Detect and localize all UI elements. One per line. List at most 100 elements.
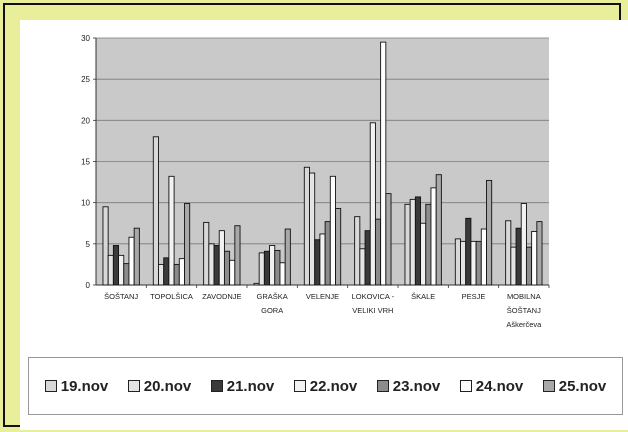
bar-19-nov-6 bbox=[404, 203, 411, 286]
legend-swatch bbox=[44, 380, 57, 392]
bar-20-nov-7 bbox=[460, 240, 467, 286]
y-tick-label: 0 bbox=[86, 281, 91, 290]
legend-swatch bbox=[542, 380, 555, 392]
x-category-label: ŠOŠTANJ bbox=[104, 292, 138, 301]
y-tick-label: 15 bbox=[81, 158, 90, 167]
legend-swatch bbox=[459, 380, 472, 392]
legend-swatch bbox=[293, 380, 306, 392]
legend-item: 19.nov bbox=[44, 377, 109, 395]
x-category-label: GRAŠKA bbox=[257, 292, 288, 301]
bar-24-nov-2 bbox=[229, 259, 236, 286]
bar-22-nov-5 bbox=[369, 122, 376, 286]
bar-22-nov-6 bbox=[420, 222, 427, 286]
bar-19-nov-7 bbox=[454, 238, 461, 286]
x-category-label: ŠKALE bbox=[411, 292, 435, 301]
bar-22-nov-2 bbox=[218, 230, 225, 286]
x-category-label: ŠOŠTANJ bbox=[507, 306, 541, 315]
bar-25-nov-7 bbox=[486, 179, 493, 286]
bar-22-nov-7 bbox=[470, 240, 477, 286]
bar-24-nov-7 bbox=[480, 228, 487, 286]
bar-25-nov-1 bbox=[184, 203, 191, 286]
bar-22-nov-4 bbox=[319, 233, 326, 286]
legend-label: 21.nov bbox=[226, 377, 275, 395]
x-category-label: GORA bbox=[261, 306, 283, 315]
bar-23-nov-2 bbox=[223, 250, 231, 286]
bar-21-nov-5 bbox=[364, 230, 371, 286]
bar-19-nov-3 bbox=[253, 282, 260, 286]
x-category-label: VELENJE bbox=[306, 292, 339, 301]
bar-23-nov-3 bbox=[274, 249, 281, 286]
bar-23-nov-7 bbox=[475, 240, 482, 286]
legend-label: 20.nov bbox=[143, 377, 192, 395]
bar-20-nov-8 bbox=[510, 246, 517, 286]
x-category-label: LOKOVICA - bbox=[352, 292, 395, 301]
bar-19-nov-5 bbox=[354, 216, 361, 286]
bar-19-nov-0 bbox=[102, 206, 109, 286]
x-category-label: TOPOLŠICA bbox=[150, 292, 193, 301]
bar-23-nov-5 bbox=[374, 218, 382, 286]
bar-21-nov-1 bbox=[163, 257, 170, 286]
legend-label: 24.nov bbox=[475, 377, 524, 395]
bar-20-nov-0 bbox=[107, 254, 114, 286]
bar-24-nov-6 bbox=[430, 187, 437, 286]
bar-21-nov-3 bbox=[263, 250, 271, 286]
legend-label: 22.nov bbox=[309, 377, 358, 395]
legend-item: 25.nov bbox=[542, 377, 607, 395]
bar-chart: 0 5 10 15 20 25 30 ŠOŠTANJ TOPOLŠICA ZAVODNJE GRAŠ… bbox=[81, 34, 550, 329]
x-category-label: MOBILNA bbox=[507, 292, 541, 301]
y-tick-label: 30 bbox=[81, 34, 90, 43]
bar-20-nov-6 bbox=[409, 198, 416, 286]
bar-25-nov-3 bbox=[284, 228, 291, 286]
legend-swatch bbox=[127, 380, 140, 392]
bar-20-nov-1 bbox=[158, 263, 165, 286]
bar-19-nov-4 bbox=[303, 166, 310, 286]
legend-item: 22.nov bbox=[293, 377, 358, 395]
y-tick-label: 10 bbox=[81, 199, 90, 208]
legend-label: 25.nov bbox=[558, 377, 607, 395]
bar-21-nov-6 bbox=[414, 196, 422, 286]
bar-24-nov-0 bbox=[128, 236, 135, 286]
legend-label: 19.nov bbox=[60, 377, 109, 395]
x-category-label: VELIKI VRH bbox=[352, 306, 393, 315]
legend: 19.nov 20.nov 21.nov 22.nov 23.nov 24.nov 25.n… bbox=[28, 357, 623, 415]
bar-25-nov-2 bbox=[234, 225, 241, 286]
legend-item: 21.nov bbox=[210, 377, 275, 395]
bar-25-nov-8 bbox=[536, 221, 543, 286]
bar-25-nov-0 bbox=[133, 227, 140, 286]
bar-24-nov-1 bbox=[178, 258, 185, 286]
bar-24-nov-3 bbox=[279, 262, 286, 286]
bar-23-nov-6 bbox=[425, 203, 432, 286]
legend-swatch bbox=[210, 380, 223, 392]
bar-22-nov-1 bbox=[168, 175, 175, 286]
legend-item: 20.nov bbox=[127, 377, 192, 395]
y-tick-label: 20 bbox=[81, 116, 90, 125]
x-category-label: ZAVODNJE bbox=[202, 292, 241, 301]
bar-23-nov-8 bbox=[525, 246, 533, 286]
bar-21-nov-0 bbox=[112, 245, 120, 286]
bar-24-nov-8 bbox=[531, 231, 538, 286]
bar-21-nov-4 bbox=[314, 239, 321, 286]
legend-swatch bbox=[376, 380, 389, 392]
bar-20-nov-4 bbox=[309, 172, 316, 286]
bar-24-nov-5 bbox=[380, 41, 387, 286]
bar-24-nov-4 bbox=[329, 175, 336, 286]
legend-item: 23.nov bbox=[376, 378, 440, 395]
bar-25-nov-5 bbox=[385, 193, 392, 286]
bar-22-nov-3 bbox=[269, 245, 276, 286]
x-category-label: PESJE bbox=[462, 292, 486, 301]
bar-22-nov-0 bbox=[118, 254, 125, 286]
bar-20-nov-2 bbox=[208, 243, 215, 286]
bar-25-nov-6 bbox=[435, 174, 442, 286]
bar-19-nov-8 bbox=[505, 220, 512, 286]
legend-item: 24.nov bbox=[459, 377, 524, 395]
y-tick-label: 5 bbox=[86, 240, 91, 249]
bar-21-nov-8 bbox=[515, 227, 522, 286]
bar-21-nov-7 bbox=[465, 217, 472, 286]
bar-21-nov-2 bbox=[213, 245, 220, 286]
bar-22-nov-8 bbox=[520, 203, 527, 286]
bar-19-nov-1 bbox=[152, 136, 159, 286]
bar-23-nov-4 bbox=[324, 221, 331, 286]
bar-23-nov-1 bbox=[173, 263, 180, 286]
bar-19-nov-2 bbox=[203, 221, 210, 286]
x-category-label: Aškerčeva bbox=[506, 320, 542, 329]
